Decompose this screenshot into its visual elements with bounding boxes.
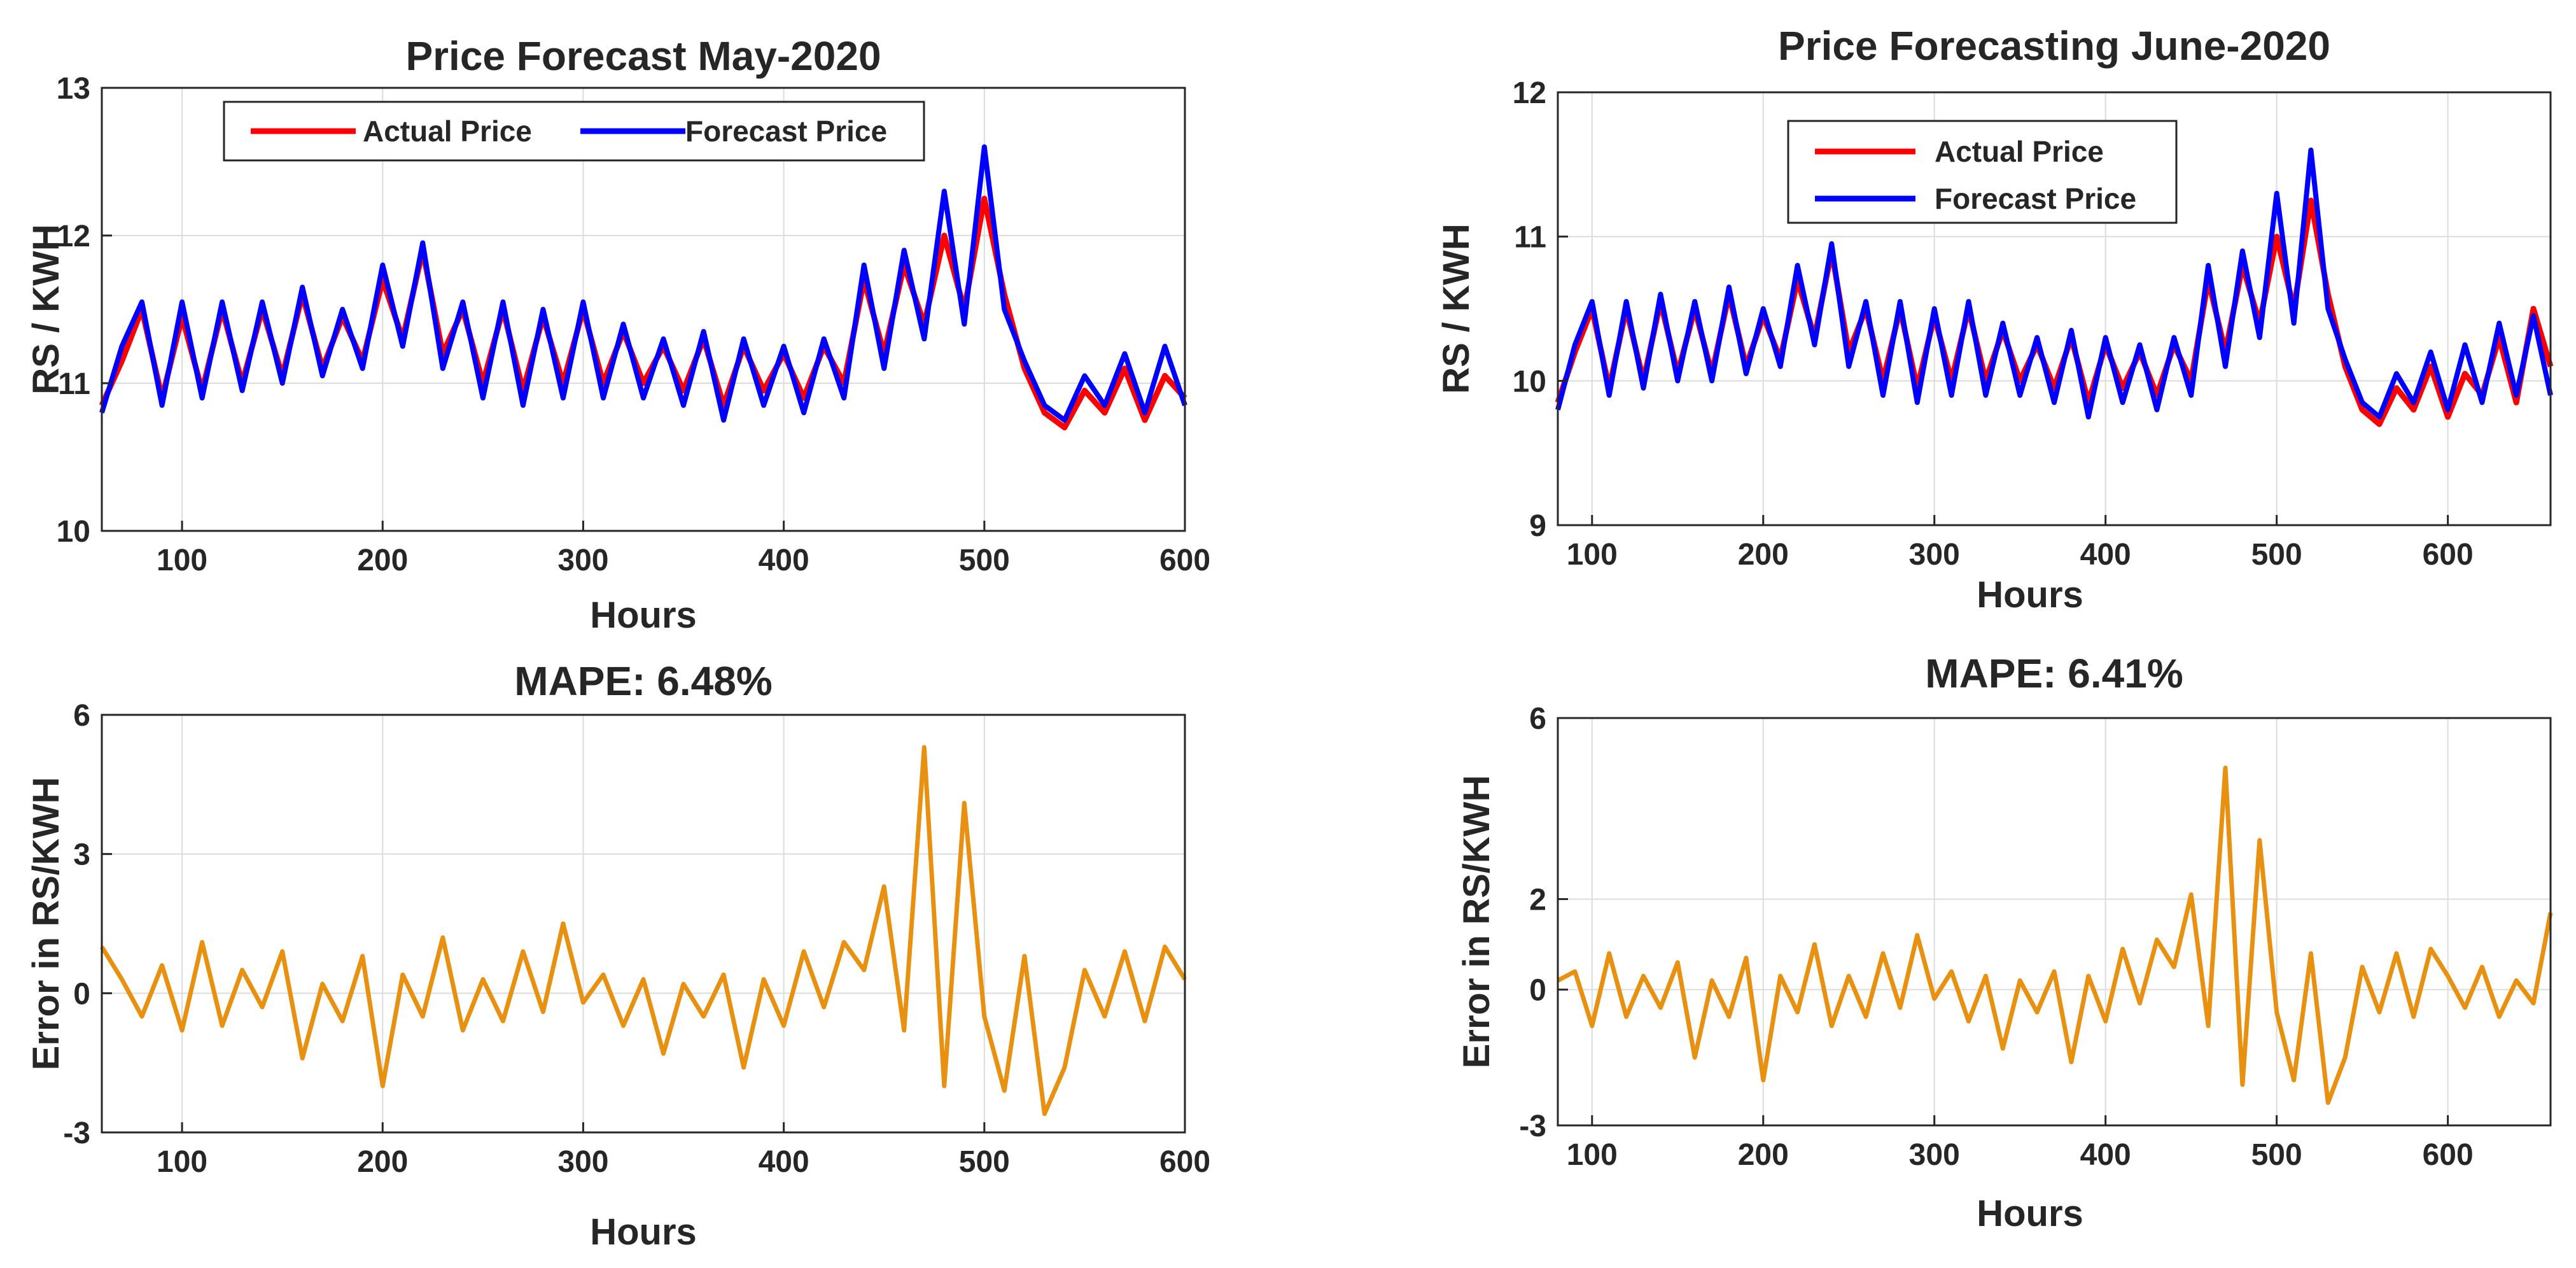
legend: Actual Price Forecast Price: [223, 101, 925, 162]
x-tick-label: 200: [1738, 1138, 1789, 1172]
x-tick-label: 400: [759, 544, 809, 577]
legend-label: Forecast Price: [1935, 182, 2136, 215]
chart-title: Price Forecasting June-2020: [1778, 23, 2330, 69]
y-axis-label: RS / KWH: [25, 224, 67, 394]
y-tick-label: 9: [1529, 509, 1546, 543]
axes-frame: [101, 87, 1186, 532]
y-tick-label: 6: [1529, 702, 1546, 736]
x-tick-label: 600: [1159, 1145, 1210, 1179]
x-tick-label: 500: [2251, 538, 2302, 572]
x-tick-label: 100: [157, 544, 207, 577]
x-axis-label: Hours: [590, 595, 697, 636]
x-tick-label: 500: [959, 1145, 1010, 1179]
y-tick-label: 0: [1529, 974, 1546, 1008]
series-line-error: [100, 745, 1187, 1117]
axes-frame: [1557, 717, 2552, 1127]
x-axis-label: Hours: [1977, 574, 2083, 616]
y-tick-label: 0: [73, 977, 90, 1011]
y-tick-label: 11: [1514, 221, 1546, 255]
chart-panel-4: 100 200 300 400 500 600 -3 0 2 6 MAPE: 6.41% Hours E…: [1456, 651, 2553, 1234]
x-tick-label: 300: [557, 1145, 608, 1179]
legend-label: Forecast Price: [685, 115, 887, 148]
plot-area: [1558, 718, 2551, 1125]
legend-box: [1787, 120, 2178, 224]
y-tick-label: -3: [63, 1117, 90, 1150]
x-tick-label: 400: [2080, 1138, 2131, 1172]
axes-frame: [1557, 91, 2552, 526]
legend-label: Actual Price: [1935, 135, 2104, 168]
chart-panel-1: 100 200 300 400 500 600 10 11 12 13 Price Forecast…: [25, 33, 1210, 636]
chart-title: Price Forecast May-2020: [405, 33, 881, 79]
x-axis-label: Hours: [590, 1211, 697, 1253]
y-tick-label: 6: [73, 699, 90, 733]
x-tick-label: 500: [2251, 1138, 2302, 1172]
y-tick-label: 2: [1529, 883, 1546, 917]
x-tick-label: 100: [157, 1145, 207, 1179]
x-axis-label: Hours: [1977, 1193, 2083, 1234]
x-tick-label: 600: [2423, 538, 2474, 572]
x-tick-label: 400: [2080, 538, 2131, 572]
legend: Actual Price Forecast Price: [1787, 120, 2178, 224]
y-tick-label: 3: [73, 838, 90, 872]
x-tick-label: 300: [557, 544, 608, 577]
plot-area: [102, 715, 1185, 1132]
chart-title: MAPE: 6.41%: [1925, 651, 2183, 696]
x-tick-label: 200: [357, 544, 408, 577]
y-axis-label: RS / KWH: [1436, 223, 1477, 393]
chart-title: MAPE: 6.48%: [514, 658, 772, 704]
y-axis-label: Error in RS/KWH: [25, 777, 67, 1071]
chart-panel-2: 100 200 300 400 500 600 -3 0 3 6 MAPE: 6.48% Hours E…: [25, 658, 1210, 1253]
y-tick-label: -3: [1519, 1110, 1546, 1143]
y-tick-label: 10: [1513, 365, 1546, 398]
x-tick-label: 100: [1567, 538, 1618, 572]
y-tick-label: 12: [1513, 76, 1546, 110]
y-tick-label: 12: [57, 220, 90, 253]
series-line-error: [1557, 765, 2553, 1105]
x-tick-label: 400: [759, 1145, 809, 1179]
x-tick-label: 300: [1909, 538, 1960, 572]
y-tick-label: 13: [57, 72, 90, 106]
x-tick-label: 300: [1909, 1138, 1960, 1172]
x-tick-label: 500: [959, 544, 1010, 577]
x-tick-label: 600: [2423, 1138, 2474, 1172]
y-tick-label: 10: [57, 515, 90, 549]
x-tick-label: 100: [1567, 1138, 1618, 1172]
x-tick-label: 200: [1738, 538, 1789, 572]
x-tick-label: 200: [357, 1145, 408, 1179]
chart-panel-3: 100 200 300 400 500 600 9 10 11 12 Price Forecasti…: [1436, 23, 2554, 616]
legend-label: Actual Price: [363, 115, 532, 148]
x-tick-label: 600: [1159, 544, 1210, 577]
axes-frame: [101, 714, 1186, 1134]
series-line-forecast-price: [1555, 147, 2553, 419]
y-tick-label: 11: [58, 367, 90, 401]
y-axis-label: Error in RS/KWH: [1456, 775, 1497, 1069]
series-line-forecast-price: [99, 144, 1187, 423]
